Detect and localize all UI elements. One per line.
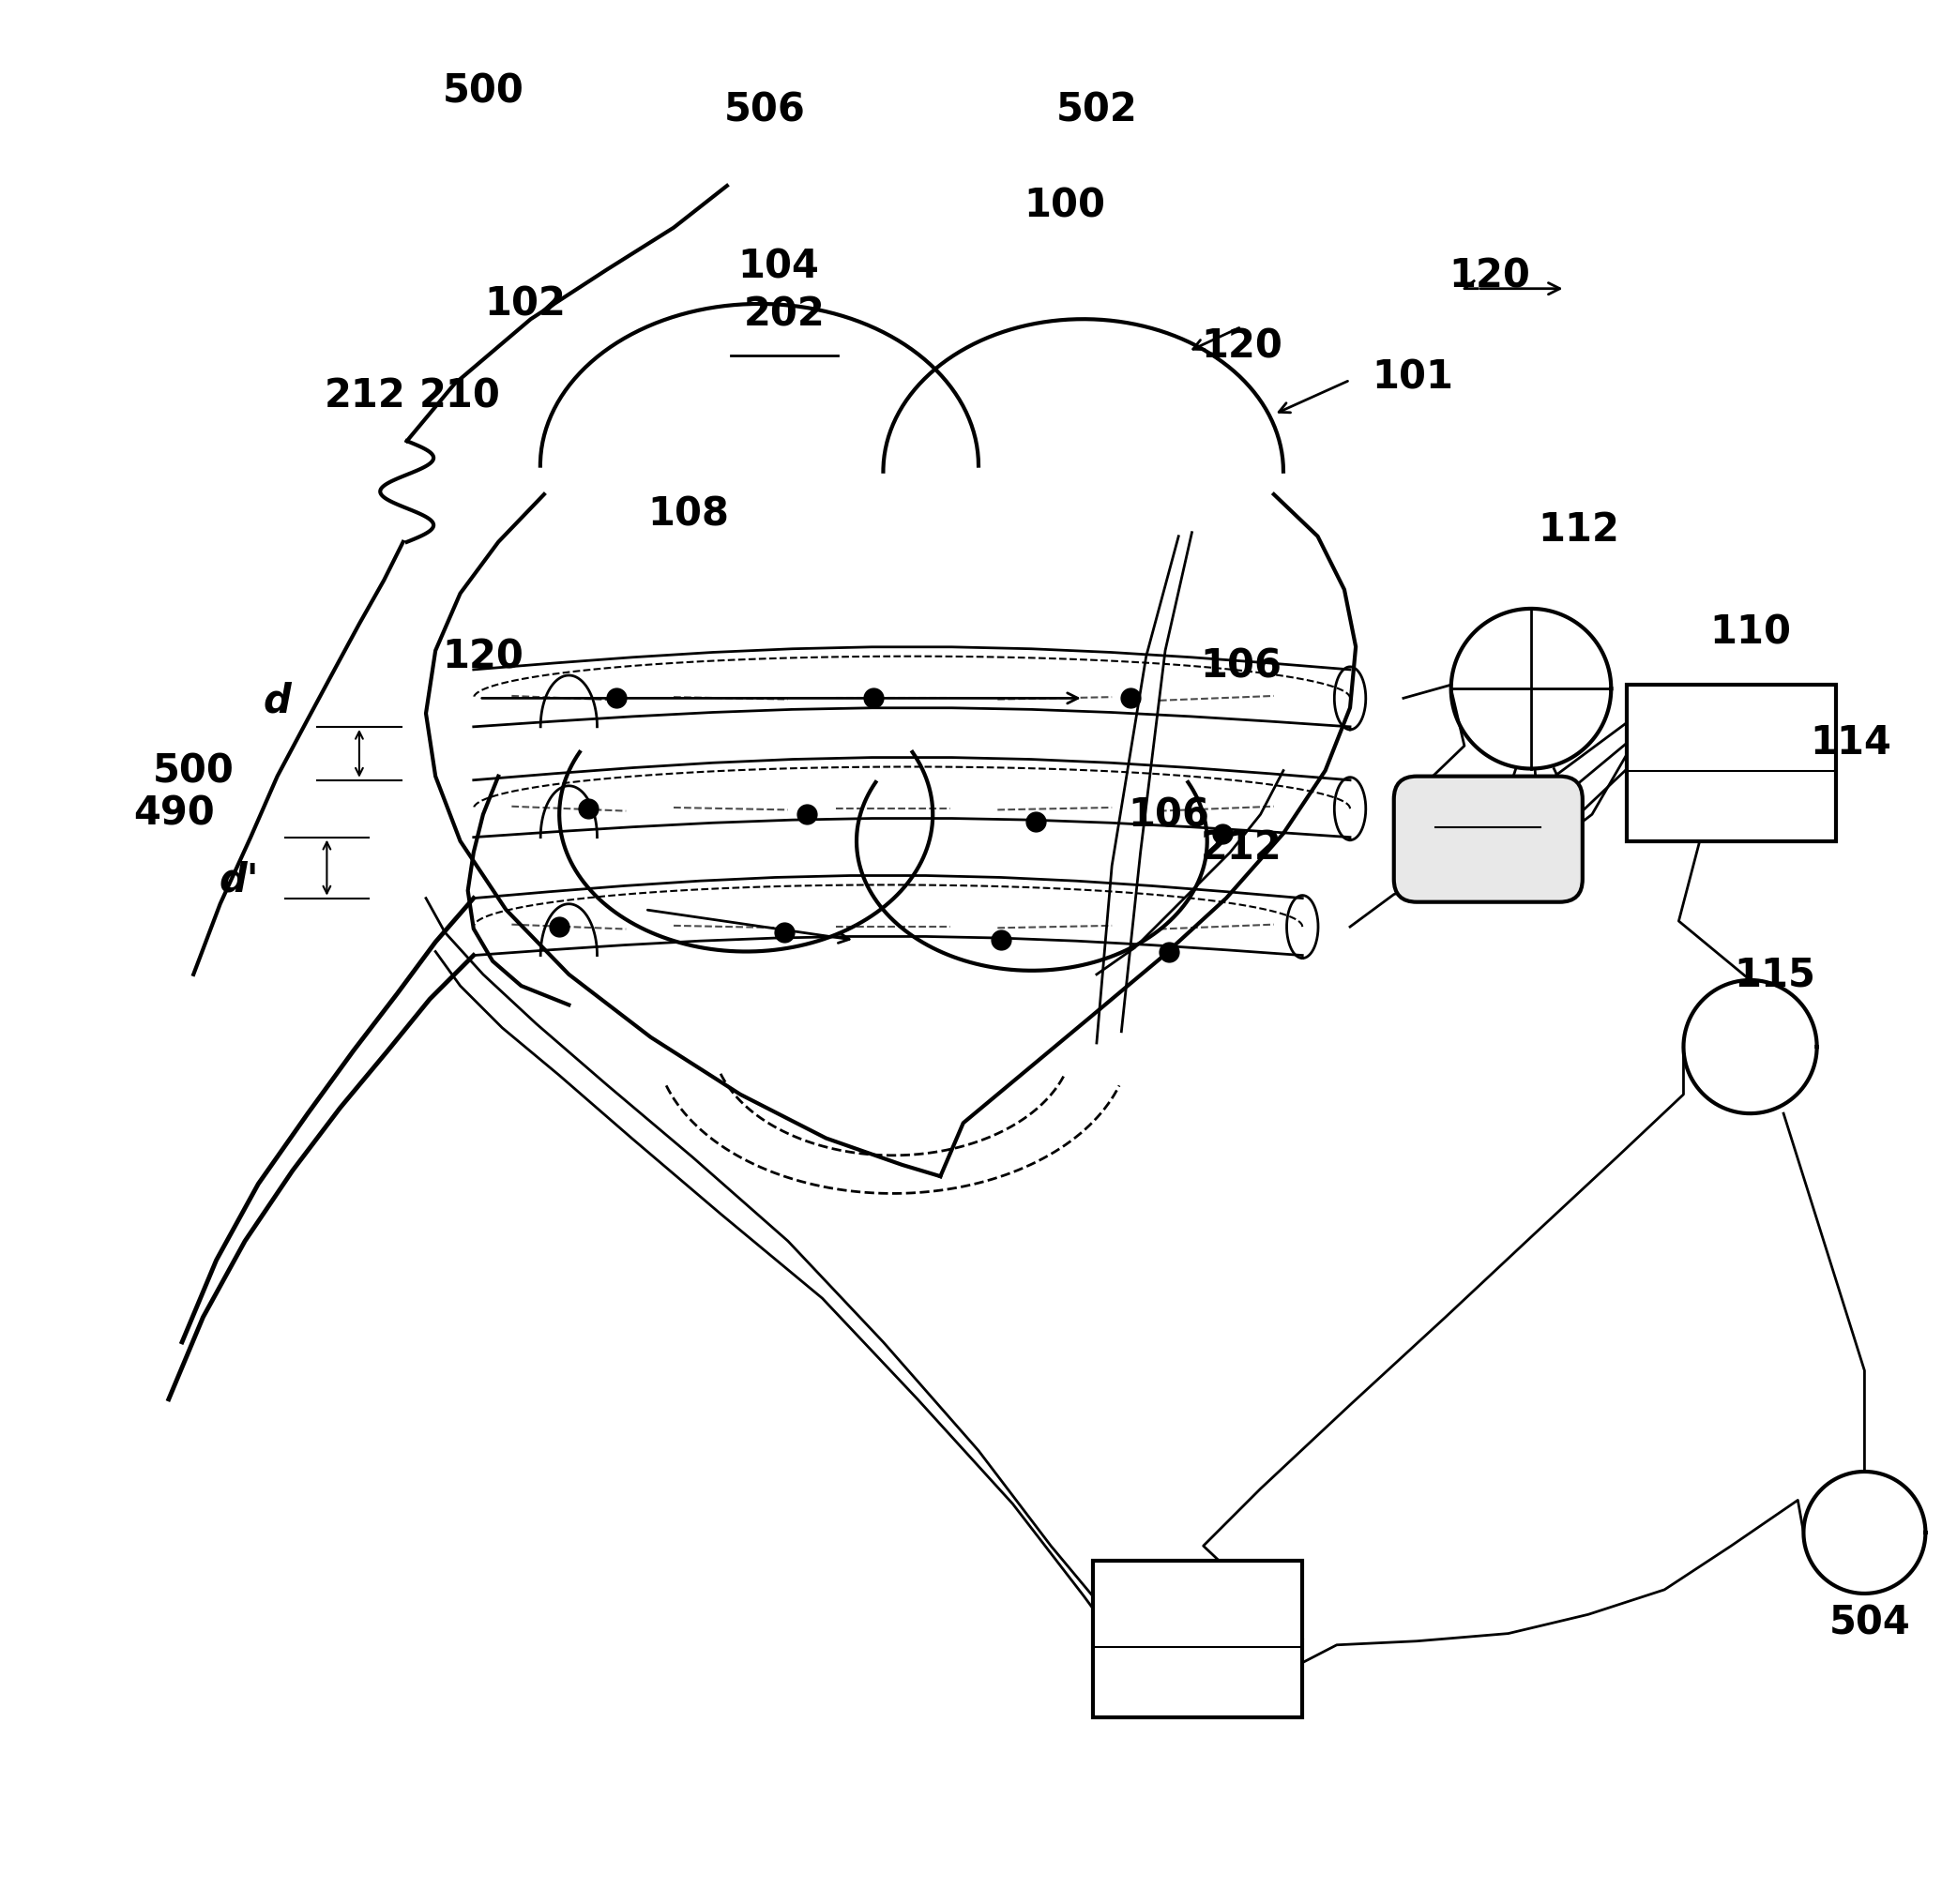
Text: 112: 112 <box>1538 510 1620 548</box>
Text: 115: 115 <box>1734 956 1816 994</box>
Text: d: d <box>264 682 292 720</box>
Text: d': d' <box>219 861 258 899</box>
Text: 202: 202 <box>744 295 824 333</box>
Text: 120: 120 <box>442 638 524 676</box>
Text: 504: 504 <box>1830 1603 1910 1641</box>
Text: 500: 500 <box>442 72 524 110</box>
Text: 106: 106 <box>1202 647 1282 685</box>
FancyBboxPatch shape <box>1393 777 1583 902</box>
Text: 212: 212 <box>325 377 405 415</box>
Text: 114: 114 <box>1810 724 1892 762</box>
Text: 500: 500 <box>153 752 235 790</box>
Bar <box>1092 1561 1303 1717</box>
Text: 100: 100 <box>1024 187 1106 225</box>
Text: 212: 212 <box>1202 828 1282 866</box>
Text: 101: 101 <box>1372 358 1454 396</box>
Text: 120: 120 <box>1202 327 1282 366</box>
Text: 506: 506 <box>724 91 806 129</box>
Text: 102: 102 <box>483 286 566 324</box>
Text: 490: 490 <box>133 794 215 832</box>
Text: 120: 120 <box>1448 257 1530 295</box>
Text: 104: 104 <box>738 248 820 286</box>
Text: 110: 110 <box>1708 613 1791 651</box>
Text: 106: 106 <box>1129 796 1209 834</box>
Text: 210: 210 <box>419 377 501 415</box>
Text: 502: 502 <box>1057 91 1137 129</box>
Text: 108: 108 <box>648 495 730 533</box>
Bar <box>1626 685 1836 842</box>
